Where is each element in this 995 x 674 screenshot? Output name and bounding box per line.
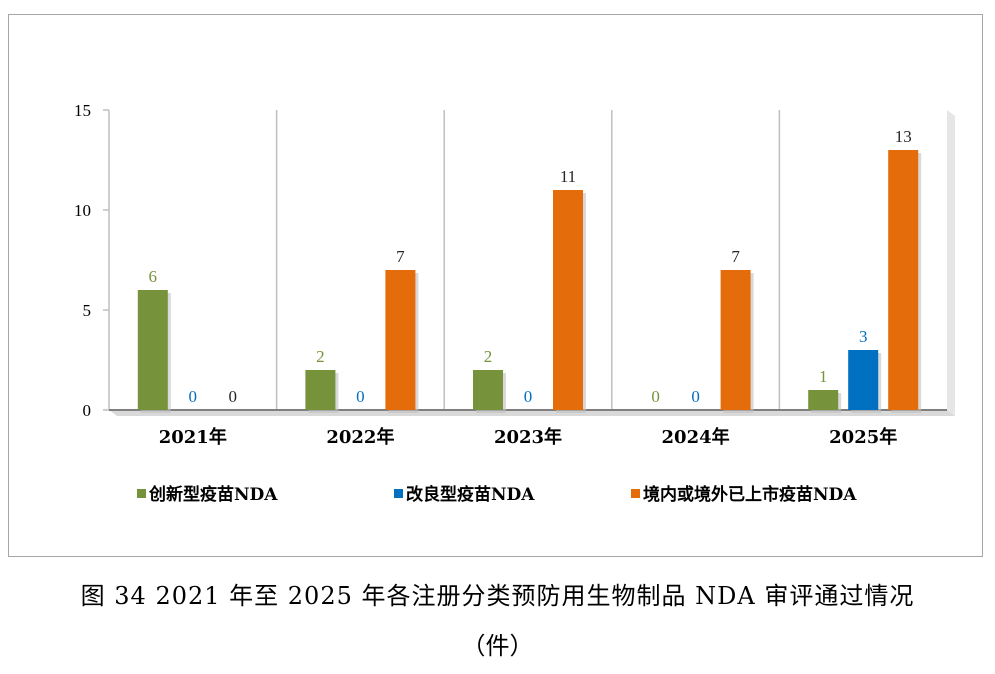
figure-caption: 图 34 2021 年至 2025 年各注册分类预防用生物制品 NDA 审评通过… [80,582,915,610]
bar [137,290,168,410]
plot-wall-shadow [947,110,955,416]
legend-label: 创新型疫苗NDA [148,484,278,505]
x-tick-label: 2023年 [494,426,562,448]
data-label: 0 [189,387,198,406]
legend-label: 改良型疫苗NDA [406,484,535,505]
data-label: 11 [560,167,576,186]
data-label: 7 [731,247,740,266]
bar [808,390,839,410]
data-label: 0 [356,387,365,406]
y-tick-label: 15 [74,101,91,120]
data-label: 3 [859,327,868,346]
legend-swatch [137,489,146,498]
bar [385,270,416,410]
data-label: 0 [229,387,238,406]
x-tick-label: 2021年 [159,426,227,448]
data-label: 0 [651,387,660,406]
data-label: 0 [691,387,700,406]
data-label: 2 [484,347,493,366]
chart-frame [8,14,983,557]
data-label: 13 [895,127,912,146]
figure-caption-unit: （件） [461,632,534,660]
y-tick-label: 10 [74,201,91,220]
bar [888,150,919,410]
x-tick-label: 2024年 [662,426,730,448]
data-label: 6 [149,267,158,286]
data-label: 7 [396,247,405,266]
legend-label: 境内或境外已上市疫苗NDA [643,484,857,505]
legend-swatch [394,489,403,498]
bar [848,350,879,410]
data-label: 2 [316,347,325,366]
data-label: 1 [819,367,828,386]
data-label: 0 [524,387,533,406]
y-tick-label: 5 [83,301,92,320]
bar [553,190,583,410]
y-tick-label: 0 [83,401,92,420]
bar [305,370,336,410]
bar [720,270,751,410]
legend-swatch [631,489,640,498]
x-tick-label: 2022年 [326,426,394,448]
bar [473,370,503,410]
x-tick-label: 2025年 [829,426,897,448]
